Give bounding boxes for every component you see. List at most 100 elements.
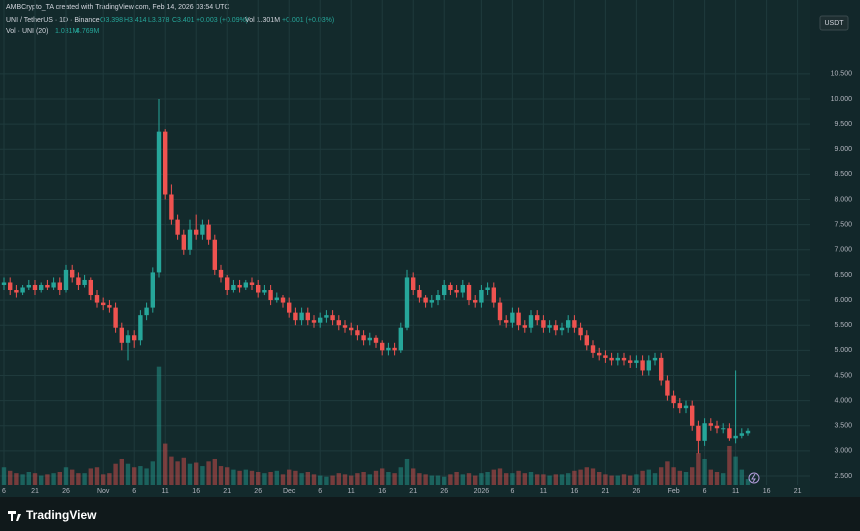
candle-body bbox=[404, 277, 410, 328]
volume-bar bbox=[336, 473, 341, 485]
candle-body bbox=[63, 269, 69, 291]
candle-body bbox=[181, 234, 186, 250]
x-tick-label: Dec bbox=[283, 488, 296, 495]
volume-bar bbox=[665, 461, 670, 485]
candle-body bbox=[497, 302, 503, 321]
volume-bar bbox=[305, 471, 310, 485]
volume-bar bbox=[373, 470, 379, 485]
candle-body bbox=[380, 342, 385, 351]
candle-body bbox=[721, 428, 726, 430]
candle-body bbox=[268, 290, 273, 301]
volume-bar bbox=[522, 473, 527, 485]
volume-bar bbox=[107, 473, 112, 485]
volume-bar bbox=[262, 473, 267, 485]
candle-body bbox=[1, 282, 7, 285]
volume-bar bbox=[70, 469, 75, 485]
y-tick-label: 9.000 bbox=[834, 146, 852, 153]
volume-bar bbox=[547, 475, 552, 485]
y-tick-label: 6.500 bbox=[834, 272, 852, 279]
candle-body bbox=[714, 425, 720, 429]
volume-bar bbox=[57, 471, 62, 485]
volume-bar bbox=[628, 475, 633, 485]
volume-bar bbox=[621, 474, 627, 485]
candle-body bbox=[212, 239, 217, 270]
logo[interactable]: TradingView bbox=[8, 508, 97, 522]
candle-body bbox=[194, 229, 199, 235]
x-tick-label: 21 bbox=[223, 488, 231, 495]
candle-body bbox=[646, 360, 651, 371]
volume-bar bbox=[590, 468, 596, 485]
candle-body bbox=[311, 320, 317, 323]
volume-bar bbox=[659, 467, 664, 485]
volume-study-value: 4.769M bbox=[76, 28, 100, 35]
candle-body bbox=[671, 395, 676, 404]
symbol[interactable]: UNI / TetherUS · 1D · Binance bbox=[6, 17, 100, 24]
volume-bar bbox=[609, 475, 614, 485]
volume-bar bbox=[640, 470, 645, 485]
candle-body bbox=[535, 315, 540, 321]
candle-body bbox=[330, 315, 335, 321]
volume-bar bbox=[14, 473, 19, 485]
volume-bar bbox=[677, 470, 682, 485]
currency-button[interactable] bbox=[819, 15, 849, 31]
volume-bar bbox=[721, 473, 726, 485]
x-tick-label: 6 bbox=[703, 488, 707, 495]
y-tick-label: 3.000 bbox=[834, 448, 852, 455]
x-tick-label: 21 bbox=[31, 488, 39, 495]
candle-body bbox=[20, 287, 25, 293]
volume-bar bbox=[466, 473, 472, 485]
x-tick-label: 26 bbox=[62, 488, 70, 495]
volume-bar bbox=[491, 469, 496, 485]
candle-body bbox=[324, 315, 329, 318]
volume-bar bbox=[45, 474, 50, 485]
volume-bar bbox=[646, 469, 651, 485]
x-tick-label: 11 bbox=[162, 488, 169, 495]
candle-body bbox=[101, 302, 106, 306]
y-tick-label: 10.500 bbox=[831, 71, 853, 78]
candle-body bbox=[163, 131, 168, 195]
volume-bar bbox=[249, 470, 255, 485]
candle-body bbox=[466, 284, 472, 301]
credit: AMBCrypto_TA created with TradingView.co… bbox=[6, 4, 229, 11]
volume-bar bbox=[32, 473, 38, 485]
candle-body bbox=[82, 279, 87, 285]
candle-body bbox=[342, 325, 348, 328]
volume-bar bbox=[125, 463, 131, 485]
volume-bar bbox=[200, 466, 205, 485]
currency[interactable]: USDT bbox=[824, 20, 844, 27]
candle-body bbox=[634, 360, 639, 363]
event-icon[interactable] bbox=[748, 472, 760, 484]
close: C3.401 bbox=[172, 17, 195, 24]
volume-study[interactable]: Vol · UNI (20) bbox=[6, 28, 48, 35]
volume-bar bbox=[578, 469, 583, 485]
y-tick-label: 3.500 bbox=[834, 423, 852, 430]
candle-body bbox=[485, 287, 490, 291]
candle-body bbox=[138, 315, 143, 341]
candle-body bbox=[299, 312, 304, 321]
volume-bar bbox=[485, 471, 490, 485]
candle-body bbox=[156, 131, 162, 273]
volume-study-value: 1.031M bbox=[55, 28, 79, 35]
volume-bar bbox=[94, 467, 100, 485]
volume-bar bbox=[324, 476, 329, 485]
candle-body bbox=[175, 219, 180, 235]
x-tick-label: 11 bbox=[348, 488, 355, 495]
candle-body bbox=[256, 284, 261, 293]
chart-background bbox=[0, 0, 860, 497]
candle-body bbox=[702, 423, 707, 441]
candle-body bbox=[411, 277, 416, 291]
volume-bar bbox=[349, 475, 354, 485]
volume-bar bbox=[1, 467, 7, 485]
x-tick-label: 16 bbox=[192, 488, 200, 495]
candle-body bbox=[206, 224, 211, 240]
candle-body bbox=[435, 295, 441, 301]
volume-bar bbox=[528, 471, 534, 485]
volume-bar bbox=[448, 474, 453, 485]
candle-body bbox=[541, 320, 546, 328]
candle-body bbox=[187, 229, 193, 250]
volume-bar bbox=[256, 471, 261, 485]
candle-body bbox=[305, 312, 310, 321]
candle-body bbox=[32, 284, 38, 291]
volume-bar bbox=[442, 476, 447, 485]
volume: Vol 1.301M bbox=[245, 17, 280, 24]
